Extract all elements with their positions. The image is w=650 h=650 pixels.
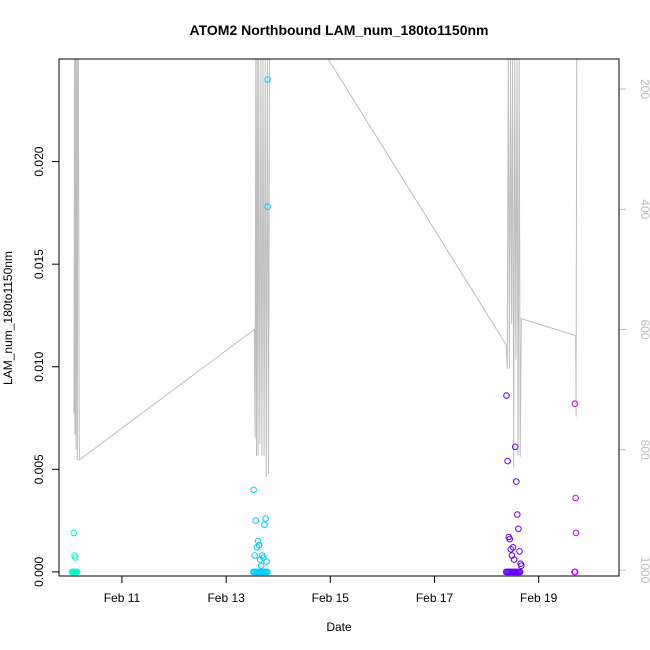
data-point (257, 562, 265, 570)
data-point (260, 554, 267, 561)
data-point (518, 562, 525, 570)
y2-tick-label: 800 (638, 440, 650, 460)
y-tick-label: 0.005 (32, 454, 46, 484)
data-point (504, 457, 511, 465)
data-point (516, 548, 523, 555)
data-point (250, 486, 257, 494)
y2-tick-label: 600 (638, 320, 650, 340)
axes-layer: Feb 11 Feb 13 Feb 15 Feb 17 Feb 19 0.000 0.005… (32, 79, 650, 605)
y-tick-label: 0.015 (32, 249, 46, 279)
y-tick-label: 0.020 (32, 146, 46, 176)
y2-tick-label: 1000 (638, 557, 650, 584)
data-point (70, 529, 78, 537)
data-point (255, 541, 263, 549)
y-tick-label: 0.000 (32, 557, 46, 587)
data-point (572, 529, 580, 537)
data-point (509, 544, 517, 551)
data-point (72, 554, 79, 561)
data-point (572, 494, 579, 502)
x-axis-label: Date (326, 620, 352, 634)
data-point (251, 552, 258, 559)
chart-title: ATOM2 Northbound LAM_num_180to1150nm (190, 22, 489, 38)
data-point (511, 443, 519, 451)
data-point (254, 537, 262, 545)
data-point (261, 521, 268, 529)
data-point (571, 568, 579, 576)
x-tick-label: Feb 19 (520, 591, 558, 605)
data-point (503, 392, 510, 399)
data-point (263, 558, 270, 565)
x-tick-label: Feb 17 (416, 591, 454, 605)
data-point (73, 568, 81, 576)
y-axis-label: LAM_num_180to1150nm (1, 251, 15, 385)
data-point (514, 511, 521, 518)
data-point (252, 517, 260, 524)
y2-tick-label: 200 (638, 79, 650, 99)
data-point (513, 478, 520, 485)
x-tick-label: Feb 13 (207, 591, 245, 605)
x-tick-label: Feb 15 (312, 591, 350, 605)
x-tick-label: Feb 11 (104, 591, 141, 605)
data-point (506, 535, 514, 543)
y2-tick-label: 400 (638, 199, 650, 219)
data-point (507, 546, 515, 553)
plot-frame (58, 58, 620, 577)
data-point (515, 525, 522, 533)
data-point (264, 568, 271, 576)
data-point (253, 544, 261, 551)
points-layer (68, 76, 580, 576)
y-tick-label: 0.010 (32, 351, 46, 381)
data-point (510, 556, 518, 563)
data-point (264, 76, 271, 83)
data-point (516, 568, 524, 576)
data-point (264, 203, 271, 210)
data-point (262, 515, 269, 522)
data-point (571, 400, 579, 408)
